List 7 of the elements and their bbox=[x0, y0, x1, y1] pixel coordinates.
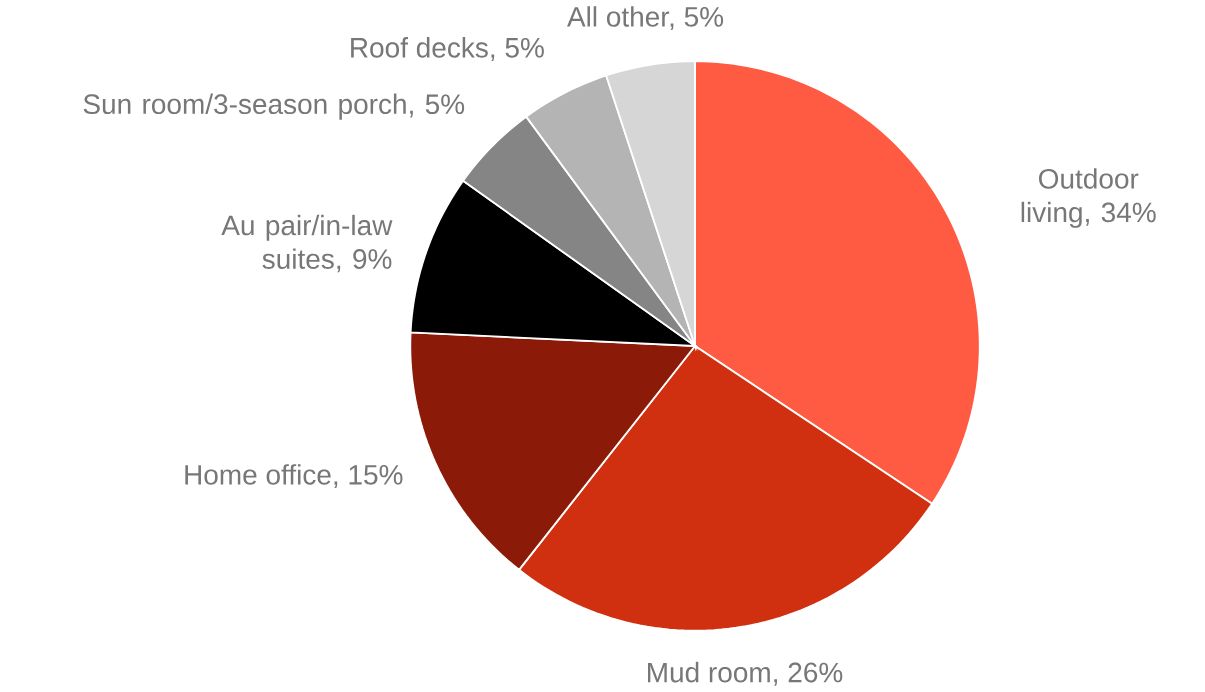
slice-label: Mud room, 26% bbox=[648, 661, 843, 686]
slice-label: Outdoor living, 34% bbox=[1021, 168, 1156, 228]
slice-label: Roof decks, 5% bbox=[351, 37, 544, 61]
slice-label: All other, 5% bbox=[567, 6, 724, 31]
slice-label: Au pair/in-law suites, 9% bbox=[221, 214, 393, 273]
slice-label: Home office, 15% bbox=[185, 464, 403, 489]
slice-label: Sun room/3-season porch, 5% bbox=[83, 93, 465, 120]
